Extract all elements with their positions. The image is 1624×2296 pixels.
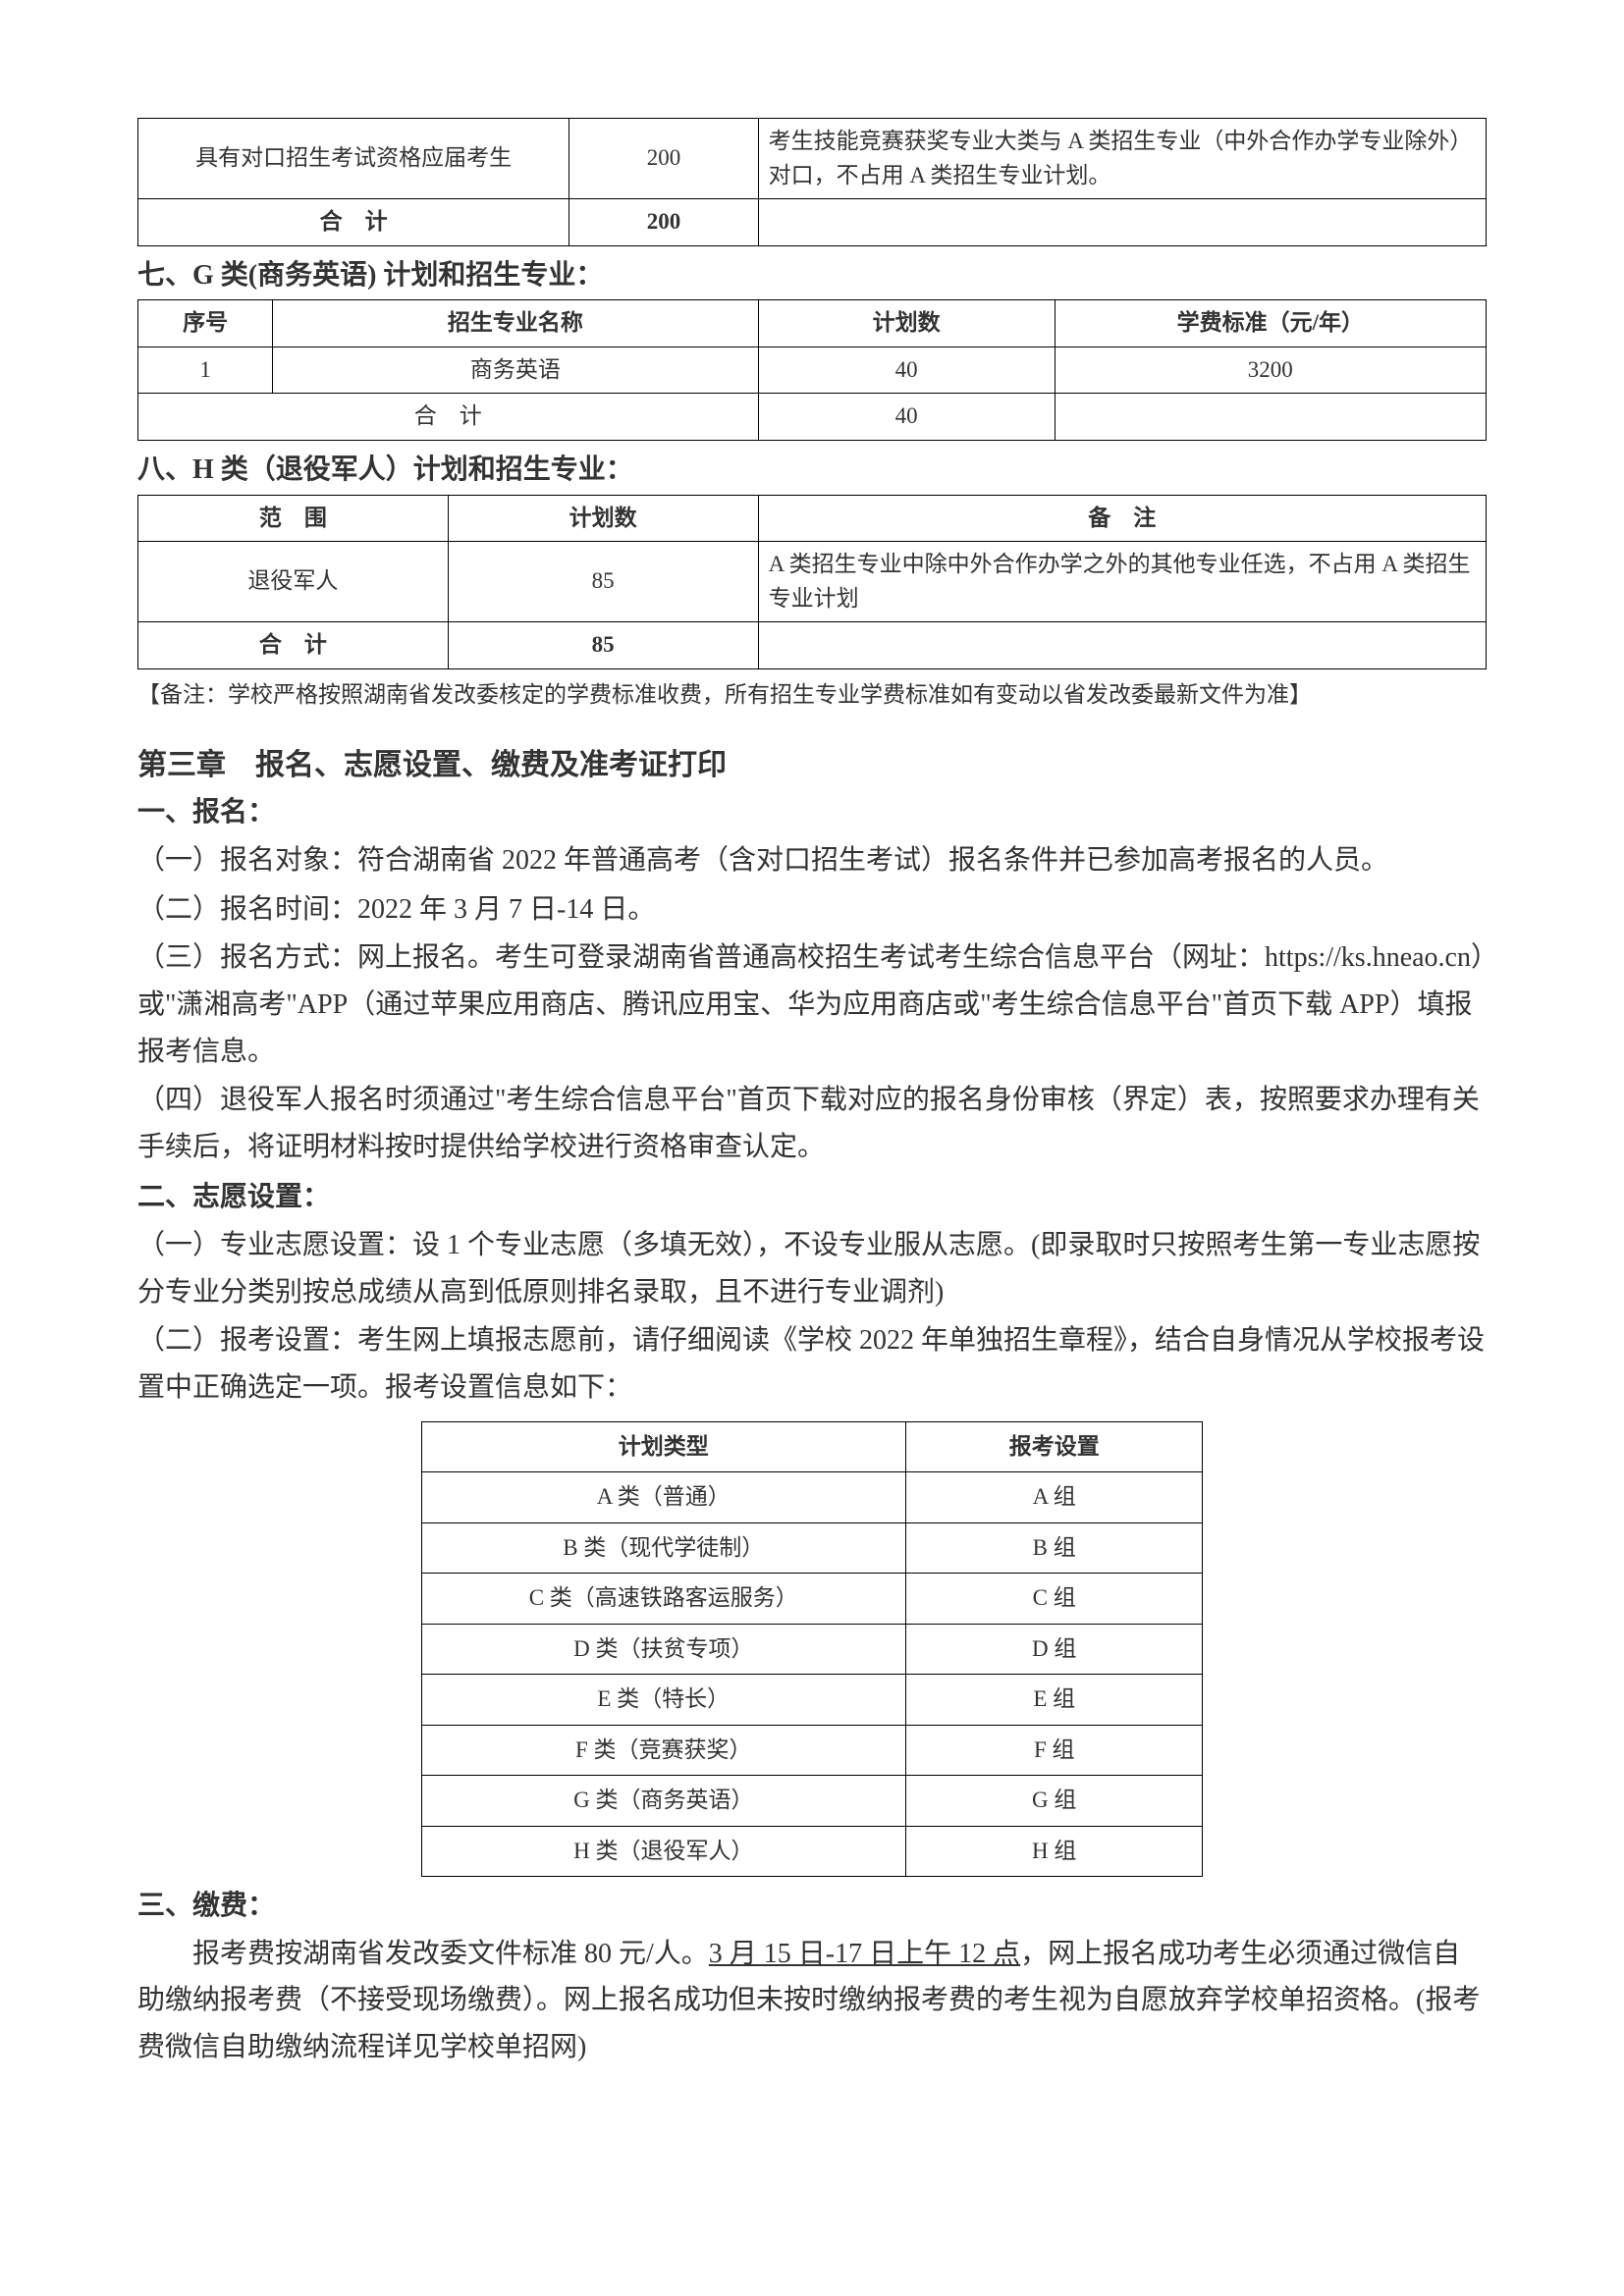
col-header: 序号 <box>138 300 273 347</box>
cell-grp: G 组 <box>906 1776 1203 1827</box>
cell-empty <box>758 199 1486 246</box>
table-row: B 类（现代学徒制）B 组 <box>421 1522 1203 1574</box>
fee-part-a: 报考费按湖南省发改委文件标准 80 元/人。 <box>192 1939 709 1969</box>
cell-no: 1 <box>138 347 273 394</box>
cell-label: 具有对口招生考试资格应届考生 <box>138 119 569 199</box>
table-row: E 类（特长）E 组 <box>421 1675 1203 1726</box>
table-f: 具有对口招生考试资格应届考生 200 考生技能竞赛获奖专业大类与 A 类招生专业… <box>137 118 1487 246</box>
cell-scope: 退役军人 <box>138 542 449 622</box>
col-header: 报考设置 <box>906 1421 1203 1472</box>
cell-grp: E 组 <box>906 1675 1203 1726</box>
section-2-head: 二、志愿设置： <box>137 1176 1487 1220</box>
cell-grp: B 组 <box>906 1522 1203 1574</box>
para: （一）报名对象：符合湖南省 2022 年普通高考（含对口招生考试）报名条件并已参… <box>137 837 1487 884</box>
table-row: 退役军人 85 A 类招生专业中除中外合作办学之外的其他专业任选，不占用 A 类… <box>138 542 1487 622</box>
table-row-total: 合 计 85 <box>138 622 1487 669</box>
table-row: D 类（扶贫专项）D 组 <box>421 1624 1203 1675</box>
cell-name: 商务英语 <box>273 347 758 394</box>
cell-type: H 类（退役军人） <box>421 1826 905 1877</box>
plan-setting-table: 计划类型 报考设置 A 类（普通）A 组 B 类（现代学徒制）B 组 C 类（高… <box>421 1421 1204 1878</box>
cell-total-val: 40 <box>758 394 1055 441</box>
para: （二）报考设置：考生网上填报志愿前，请仔细阅读《学校 2022 年单独招生章程》… <box>137 1317 1487 1411</box>
cell-grp: D 组 <box>906 1624 1203 1675</box>
fee-deadline: 3 月 15 日-17 日上午 12 点 <box>709 1939 1020 1969</box>
cell-grp: H 组 <box>906 1826 1203 1877</box>
table-header-row: 计划类型 报考设置 <box>421 1421 1203 1472</box>
cell-val: 200 <box>569 119 758 199</box>
table-row: G 类（商务英语）G 组 <box>421 1776 1203 1827</box>
col-header: 学费标准（元/年） <box>1055 300 1486 347</box>
para: （一）专业志愿设置：设 1 个专业志愿（多填无效），不设专业服从志愿。(即录取时… <box>137 1222 1487 1315</box>
table-row: H 类（退役军人）H 组 <box>421 1826 1203 1877</box>
cell-note: A 类招生专业中除中外合作办学之外的其他专业任选，不占用 A 类招生专业计划 <box>758 542 1486 622</box>
table-row: F 类（竞赛获奖）F 组 <box>421 1725 1203 1776</box>
cell-type: E 类（特长） <box>421 1675 905 1726</box>
cell-grp: C 组 <box>906 1574 1203 1625</box>
table-row-total: 合 计 200 <box>138 199 1487 246</box>
section-1-head: 一、报名： <box>137 791 1487 835</box>
section-h-head: 八、H 类（退役军人）计划和招生专业： <box>137 449 1487 493</box>
cell-type: F 类（竞赛获奖） <box>421 1725 905 1776</box>
col-header: 计划类型 <box>421 1421 905 1472</box>
col-header: 计划数 <box>448 495 758 542</box>
cell-empty <box>758 622 1486 669</box>
table-row: 1 商务英语 40 3200 <box>138 347 1487 394</box>
cell-grp: A 组 <box>906 1472 1203 1523</box>
para-fee: 报考费按湖南省发改委文件标准 80 元/人。3 月 15 日-17 日上午 12… <box>137 1931 1487 2071</box>
cell-fee: 3200 <box>1055 347 1486 394</box>
table-row-total: 合 计 40 <box>138 394 1487 441</box>
table-h: 范 围 计划数 备 注 退役军人 85 A 类招生专业中除中外合作办学之外的其他… <box>137 495 1487 669</box>
col-header: 招生专业名称 <box>273 300 758 347</box>
table-header-row: 序号 招生专业名称 计划数 学费标准（元/年） <box>138 300 1487 347</box>
section-g-head: 七、G 类(商务英语) 计划和招生专业： <box>137 254 1487 298</box>
cell-type: D 类（扶贫专项） <box>421 1624 905 1675</box>
para: （四）退役军人报名时须通过"考生综合信息平台"首页下载对应的报名身份审核（界定）… <box>137 1077 1487 1170</box>
table-g: 序号 招生专业名称 计划数 学费标准（元/年） 1 商务英语 40 3200 合… <box>137 299 1487 441</box>
cell-total-val: 200 <box>569 199 758 246</box>
cell-type: G 类（商务英语） <box>421 1776 905 1827</box>
cell-total-label: 合 计 <box>138 622 449 669</box>
col-header: 备 注 <box>758 495 1486 542</box>
col-header: 范 围 <box>138 495 449 542</box>
col-header: 计划数 <box>758 300 1055 347</box>
cell-note: 考生技能竞赛获奖专业大类与 A 类招生专业（中外合作办学专业除外）对口，不占用 … <box>758 119 1486 199</box>
cell-type: B 类（现代学徒制） <box>421 1522 905 1574</box>
cell-plan: 40 <box>758 347 1055 394</box>
cell-type: C 类（高速铁路客运服务） <box>421 1574 905 1625</box>
cell-total-val: 85 <box>448 622 758 669</box>
chapter3-title: 第三章 报名、志愿设置、缴费及准考证打印 <box>137 740 1487 783</box>
table-row: C 类（高速铁路客运服务）C 组 <box>421 1574 1203 1625</box>
section-3-head: 三、缴费： <box>137 1885 1487 1929</box>
fee-note: 【备注：学校严格按照湖南省发改委核定的学费标准收费，所有招生专业学费标准如有变动… <box>137 677 1487 714</box>
cell-grp: F 组 <box>906 1725 1203 1776</box>
table-header-row: 范 围 计划数 备 注 <box>138 495 1487 542</box>
cell-total-label: 合 计 <box>138 394 759 441</box>
para: （二）报名时间：2022 年 3 月 7 日-14 日。 <box>137 886 1487 934</box>
table-row: 具有对口招生考试资格应届考生 200 考生技能竞赛获奖专业大类与 A 类招生专业… <box>138 119 1487 199</box>
para: （三）报名方式：网上报名。考生可登录湖南省普通高校招生考试考生综合信息平台（网址… <box>137 934 1487 1075</box>
cell-total-label: 合 计 <box>138 199 569 246</box>
cell-empty <box>1055 394 1486 441</box>
table-row: A 类（普通）A 组 <box>421 1472 1203 1523</box>
cell-type: A 类（普通） <box>421 1472 905 1523</box>
cell-plan: 85 <box>448 542 758 622</box>
